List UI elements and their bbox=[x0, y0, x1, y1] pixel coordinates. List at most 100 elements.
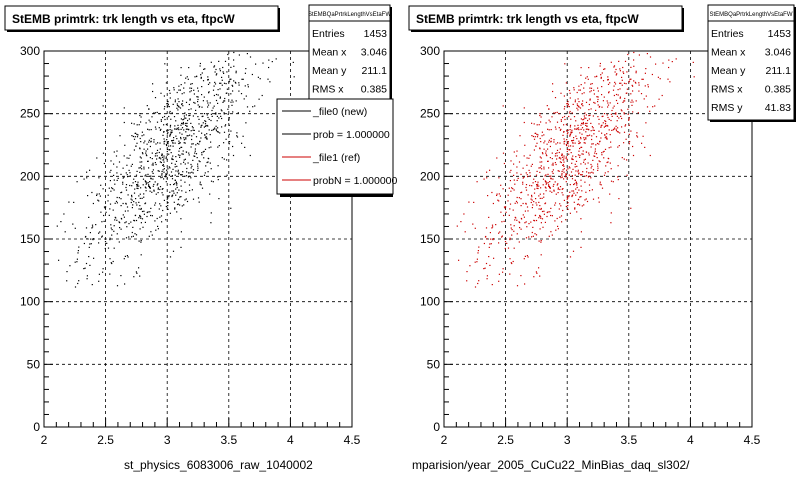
data-point bbox=[128, 223, 130, 225]
data-point bbox=[150, 129, 152, 131]
data-point bbox=[85, 262, 88, 265]
data-point bbox=[558, 127, 560, 129]
data-point bbox=[559, 188, 561, 191]
plot-frame bbox=[443, 50, 753, 428]
data-point bbox=[86, 171, 88, 173]
data-point bbox=[540, 217, 542, 219]
data-point bbox=[536, 184, 538, 186]
data-point bbox=[531, 135, 533, 137]
data-point bbox=[173, 116, 176, 118]
data-point bbox=[565, 144, 567, 146]
data-point bbox=[620, 115, 622, 117]
data-point bbox=[176, 184, 178, 186]
data-point bbox=[150, 214, 152, 217]
data-point bbox=[582, 105, 584, 107]
data-point bbox=[165, 123, 167, 126]
data-point bbox=[143, 134, 145, 136]
data-point bbox=[498, 193, 500, 195]
data-point bbox=[147, 173, 149, 175]
data-point bbox=[224, 97, 226, 100]
data-point bbox=[117, 177, 119, 179]
data-point bbox=[563, 115, 566, 118]
data-point bbox=[145, 154, 147, 156]
data-point bbox=[626, 88, 628, 90]
data-point bbox=[135, 174, 138, 176]
data-point bbox=[176, 203, 179, 206]
data-point bbox=[139, 156, 141, 158]
data-point bbox=[545, 187, 547, 189]
data-point bbox=[202, 151, 204, 153]
data-point bbox=[147, 128, 149, 130]
data-point bbox=[138, 124, 140, 126]
data-point bbox=[84, 267, 86, 269]
data-point bbox=[122, 183, 124, 185]
data-point bbox=[189, 87, 191, 89]
data-point bbox=[478, 280, 480, 282]
data-point bbox=[101, 221, 103, 223]
data-point bbox=[583, 139, 585, 141]
data-point bbox=[589, 190, 591, 192]
data-point bbox=[92, 238, 95, 240]
data-point bbox=[603, 150, 605, 152]
data-point bbox=[157, 228, 159, 230]
data-point bbox=[98, 242, 100, 244]
data-point bbox=[668, 59, 670, 61]
data-point bbox=[513, 179, 515, 181]
data-point bbox=[551, 171, 553, 173]
data-point bbox=[106, 242, 108, 244]
data-point bbox=[191, 126, 193, 128]
data-point bbox=[549, 175, 551, 177]
data-point bbox=[636, 132, 638, 134]
data-point bbox=[143, 168, 145, 170]
data-point bbox=[541, 197, 543, 199]
data-point bbox=[597, 90, 599, 92]
data-point bbox=[110, 262, 112, 264]
data-point bbox=[460, 221, 462, 223]
data-point bbox=[183, 159, 185, 161]
data-point bbox=[633, 65, 635, 67]
data-point bbox=[119, 222, 121, 224]
data-point bbox=[118, 197, 120, 199]
data-point bbox=[113, 174, 115, 176]
data-point bbox=[540, 241, 542, 243]
data-point bbox=[512, 209, 514, 211]
data-point bbox=[221, 157, 223, 159]
data-point bbox=[525, 189, 528, 191]
data-point bbox=[590, 108, 592, 110]
data-point bbox=[538, 267, 540, 269]
data-point bbox=[598, 201, 600, 203]
data-point bbox=[174, 166, 176, 168]
data-point bbox=[599, 183, 601, 185]
data-point bbox=[88, 256, 90, 258]
data-point bbox=[558, 208, 560, 210]
data-point bbox=[525, 237, 528, 239]
data-point bbox=[503, 214, 505, 217]
data-point bbox=[510, 262, 512, 264]
data-point bbox=[574, 174, 576, 176]
data-point bbox=[109, 171, 111, 173]
data-point bbox=[619, 82, 621, 84]
data-point bbox=[215, 68, 217, 71]
data-point bbox=[139, 205, 141, 207]
data-point bbox=[113, 189, 115, 191]
data-point bbox=[125, 202, 127, 204]
data-point bbox=[585, 124, 587, 126]
data-point bbox=[201, 115, 203, 118]
data-point bbox=[179, 107, 182, 109]
data-point bbox=[88, 216, 90, 218]
data-point bbox=[638, 54, 640, 56]
data-point bbox=[586, 76, 588, 78]
data-point bbox=[559, 161, 561, 163]
data-point bbox=[213, 105, 215, 107]
data-point bbox=[590, 90, 592, 92]
data-point bbox=[668, 66, 670, 69]
data-point bbox=[208, 91, 210, 93]
data-point bbox=[83, 268, 85, 270]
data-point bbox=[567, 197, 569, 199]
data-point bbox=[183, 115, 185, 117]
data-point bbox=[122, 181, 124, 183]
data-point bbox=[213, 85, 215, 87]
data-point bbox=[215, 128, 217, 130]
data-point bbox=[581, 127, 584, 129]
data-point bbox=[189, 99, 191, 101]
